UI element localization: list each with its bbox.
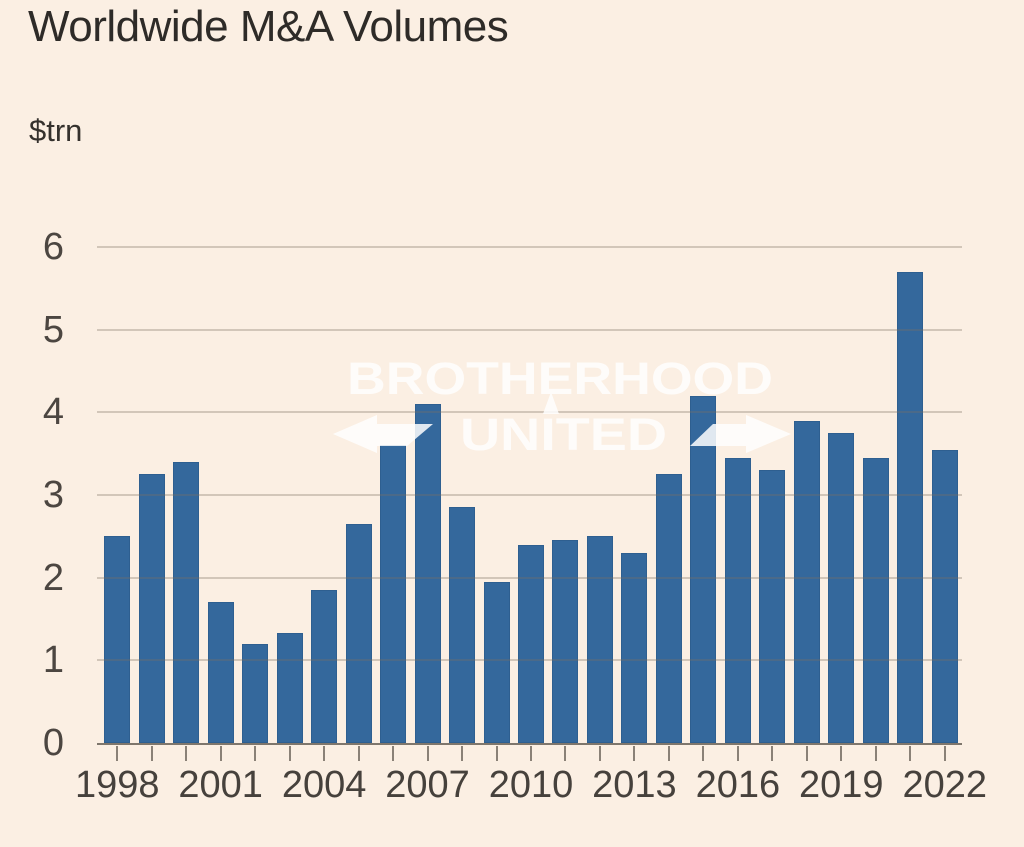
x-tick-2022	[943, 746, 946, 761]
x-tick-2018	[805, 746, 808, 761]
x-tick-2006	[392, 746, 395, 761]
x-tick-2003	[288, 746, 291, 761]
x-tick-2011	[564, 746, 567, 761]
bar-2002	[242, 643, 269, 743]
x-tick-2021	[909, 746, 912, 761]
bar-2021	[897, 271, 924, 743]
bar-2016	[724, 457, 751, 743]
gridline-y-5	[97, 328, 962, 331]
bar-2010	[518, 544, 544, 743]
chart-title: Worldwide M&A Volumes	[28, 2, 509, 51]
bar-2006	[380, 445, 407, 743]
x-tick-2020	[874, 746, 877, 761]
x-tick-2017	[771, 746, 774, 761]
gridline-y-2	[97, 576, 962, 579]
bar-2005	[345, 523, 372, 743]
gridline-y-6	[97, 246, 962, 248]
x-tick-2013	[633, 746, 636, 761]
x-tick-2010	[530, 746, 532, 761]
gridline-y-4	[97, 411, 962, 414]
y-axis-label-2: 2	[42, 556, 64, 599]
bar-2009	[483, 581, 510, 743]
bar-2013	[621, 552, 648, 743]
gridline-y-1	[97, 659, 962, 662]
y-axis-label-3: 3	[42, 474, 64, 516]
x-tick-2012	[598, 746, 601, 761]
x-tick-2002	[254, 746, 257, 761]
x-axis-label-2013: 2013	[592, 764, 677, 806]
bar-2019	[828, 433, 855, 743]
x-axis-line	[97, 743, 962, 745]
x-axis-label-2022: 2022	[902, 764, 988, 806]
x-tick-1999	[150, 746, 153, 761]
bar-2015	[690, 395, 717, 743]
y-axis-unit-label: $trn	[29, 113, 83, 148]
gridline-y-3	[97, 494, 962, 496]
x-axis-label-2004: 2004	[281, 764, 367, 806]
y-axis-label-6: 6	[42, 226, 64, 268]
x-axis-label-2007: 2007	[385, 764, 470, 806]
x-axis-label-2001: 2001	[178, 764, 263, 806]
x-tick-2016	[736, 746, 739, 761]
x-tick-2001	[219, 746, 222, 761]
x-tick-2014	[667, 746, 670, 761]
bar-2008	[449, 507, 476, 743]
x-tick-2008	[461, 746, 464, 761]
bar-2007	[414, 404, 441, 743]
bar-2011	[552, 540, 579, 743]
bar-2020	[862, 457, 889, 743]
x-tick-2005	[357, 746, 360, 761]
x-tick-2015	[702, 746, 705, 761]
x-tick-1998	[116, 746, 119, 761]
bar-2022	[931, 449, 958, 743]
bar-2018	[793, 420, 820, 743]
x-tick-2007	[426, 746, 429, 761]
x-tick-2000	[185, 746, 188, 761]
y-axis-label-1: 1	[42, 639, 64, 682]
y-axis-label-4: 4	[42, 391, 64, 434]
y-axis-label-5: 5	[42, 308, 64, 351]
x-tick-2019	[840, 746, 843, 761]
bar-1998	[104, 536, 131, 743]
x-axis-label-2019: 2019	[799, 764, 884, 806]
bar-2014	[655, 474, 682, 743]
y-axis-label-0: 0	[42, 722, 64, 764]
bar-2017	[759, 470, 786, 743]
bar-2000	[173, 461, 200, 743]
x-axis-label-1998: 1998	[74, 764, 160, 806]
bar-2001	[207, 602, 234, 743]
bar-2004	[311, 590, 338, 743]
x-tick-2004	[323, 746, 326, 761]
bar-2003	[276, 633, 303, 743]
bar-2012	[586, 536, 613, 743]
x-axis-label-2016: 2016	[695, 764, 781, 806]
x-tick-2009	[495, 746, 498, 761]
x-axis-label-2010: 2010	[488, 764, 574, 806]
bar-1999	[138, 474, 165, 743]
